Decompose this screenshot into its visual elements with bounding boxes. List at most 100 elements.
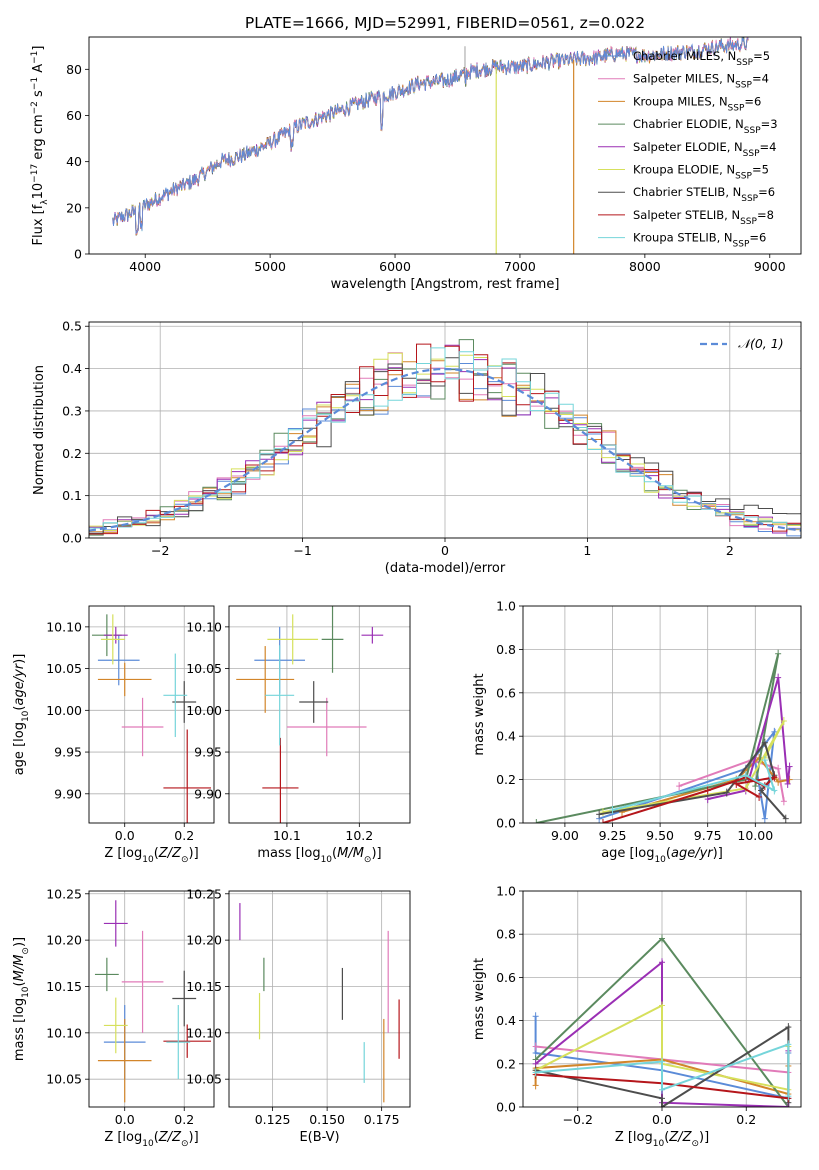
x-tick-label: 0.2 bbox=[174, 1112, 194, 1127]
label-part: Normed distribution bbox=[32, 365, 47, 495]
chart-mass-vs-ebv: 0.125 0.150 0.175 10.05 10.10 10.15 10.20 10.25… bbox=[186, 886, 411, 1145]
spectrum-line bbox=[112, 37, 749, 236]
y-axis-label: Normed distribution bbox=[32, 365, 47, 495]
y-tick-label: 10.10 bbox=[46, 619, 82, 634]
label-part: erg cm bbox=[31, 114, 46, 163]
y-tick-label: 9.95 bbox=[194, 745, 222, 760]
label-part: )] bbox=[189, 846, 199, 861]
weight-line bbox=[612, 759, 776, 811]
label-part: ( bbox=[12, 981, 27, 986]
x-axis-label: E(B-V) bbox=[299, 1130, 339, 1145]
label-part: ( bbox=[154, 1130, 159, 1145]
x-axis-label: Z [log10(Z/Z⊙)] bbox=[104, 1130, 198, 1149]
x-tick-label: −2 bbox=[151, 543, 169, 558]
label-part: mass [log bbox=[12, 998, 27, 1061]
y-tick-label: 10.25 bbox=[46, 886, 82, 901]
y-tick-label: 0.0 bbox=[496, 1100, 516, 1115]
x-tick-label: 0.0 bbox=[652, 1112, 672, 1127]
label-part: ( bbox=[154, 846, 159, 861]
label-part: Flux [f bbox=[31, 204, 46, 245]
label-part: ⊙ bbox=[21, 947, 31, 955]
y-tick-label: 0.2 bbox=[496, 1056, 516, 1071]
x-tick-label: 10.1 bbox=[273, 828, 301, 843]
label-part: A bbox=[31, 64, 46, 77]
label-part: −1 bbox=[30, 77, 40, 90]
label-part: ⊙ bbox=[181, 855, 189, 865]
x-tick-label: 0.125 bbox=[255, 1112, 291, 1127]
axes-frame bbox=[88, 605, 215, 824]
label-part: SSP bbox=[733, 240, 750, 250]
label-part: 10 bbox=[321, 855, 333, 865]
legend-label: Chabrier ELODIE, NSSP=3 bbox=[633, 117, 778, 136]
y-tick-label: 60 bbox=[66, 108, 82, 123]
y-axis-label: mass weight bbox=[472, 958, 487, 1040]
label-part: ( bbox=[664, 1130, 669, 1145]
axes-frame bbox=[88, 890, 215, 1108]
label-part: SSP bbox=[741, 194, 758, 204]
y-tick-label: 10.20 bbox=[46, 933, 82, 948]
spectrum-line bbox=[112, 37, 749, 236]
label-part: 10 bbox=[142, 1139, 154, 1149]
x-axis-label: mass [log10(M/M⊙)] bbox=[257, 846, 381, 865]
axes-frame bbox=[228, 605, 411, 824]
label-part: =6 bbox=[758, 185, 775, 199]
x-axis-label: Z [log10(Z/Z⊙)] bbox=[615, 1130, 709, 1149]
y-tick-label: 80 bbox=[66, 62, 82, 77]
y-tick-label: 40 bbox=[66, 154, 82, 169]
label-part: Z/Z bbox=[158, 1130, 182, 1145]
legend-label: Kroupa ELODIE, NSSP=5 bbox=[633, 163, 769, 182]
x-tick-label: 0 bbox=[441, 543, 449, 558]
spectrum-line bbox=[112, 37, 749, 236]
y-tick-label: 0.0 bbox=[62, 531, 82, 546]
label-part: SSP bbox=[740, 217, 757, 227]
y-tick-label: 0.4 bbox=[62, 361, 82, 376]
legend-label: Kroupa STELIB, NSSP=6 bbox=[633, 231, 766, 250]
label-part: ⊙ bbox=[364, 855, 372, 865]
y-axis-label: Flux [fλ10−17 erg cm−2 s−1 A−1] bbox=[30, 46, 50, 246]
plot-area bbox=[89, 606, 214, 823]
label-part: mass weight bbox=[472, 673, 487, 755]
spectrum-line bbox=[112, 37, 749, 235]
label-part: 10 bbox=[21, 710, 31, 722]
y-tick-label: 9.90 bbox=[54, 786, 82, 801]
label-part: =6 bbox=[744, 94, 761, 108]
label-part: =8 bbox=[757, 208, 774, 222]
label-part: SSP bbox=[743, 149, 760, 159]
label-part: M/M bbox=[337, 846, 364, 861]
x-tick-label: 9000 bbox=[754, 259, 786, 274]
y-tick-label: 0.4 bbox=[496, 729, 516, 744]
label-part: (data-model)/error bbox=[385, 561, 506, 576]
label-part: SSP bbox=[744, 126, 761, 136]
label-part: M/M bbox=[12, 955, 27, 982]
y-tick-label: 0.0 bbox=[496, 816, 516, 831]
label-part: Z [log bbox=[104, 846, 142, 861]
spectrum-line bbox=[112, 37, 749, 236]
weight-line bbox=[599, 740, 787, 820]
spectrum-line bbox=[112, 37, 749, 235]
label-part: ⊙ bbox=[691, 1139, 699, 1149]
label-part: −2 bbox=[30, 101, 40, 114]
plot-area bbox=[89, 322, 801, 538]
label-part: Chabrier ELODIE, N bbox=[633, 117, 744, 131]
label-part: Z/Z bbox=[668, 1130, 692, 1145]
label-part: )] bbox=[371, 846, 381, 861]
label-part: s bbox=[31, 90, 46, 101]
label-part: 10 bbox=[31, 183, 46, 200]
label-part: mass weight bbox=[472, 958, 487, 1040]
label-part: )] bbox=[189, 1130, 199, 1145]
label-part: SSP bbox=[728, 103, 745, 113]
y-tick-label: 0.6 bbox=[496, 970, 516, 985]
label-part: E(B-V) bbox=[299, 1130, 339, 1145]
label-part: age [log bbox=[601, 846, 654, 861]
x-tick-label: 10.00 bbox=[737, 828, 773, 843]
y-tick-label: 1.0 bbox=[496, 599, 516, 614]
label-part: )] bbox=[699, 1130, 709, 1145]
y-tick-label: 10.10 bbox=[46, 1025, 82, 1040]
label-part: )] bbox=[713, 846, 723, 861]
legend-label: Kroupa MILES, NSSP=6 bbox=[633, 94, 761, 113]
y-tick-label: 10.05 bbox=[186, 661, 222, 676]
axes-frame bbox=[522, 890, 802, 1108]
x-tick-label: 0.175 bbox=[364, 1112, 400, 1127]
x-tick-label: −1 bbox=[293, 543, 311, 558]
